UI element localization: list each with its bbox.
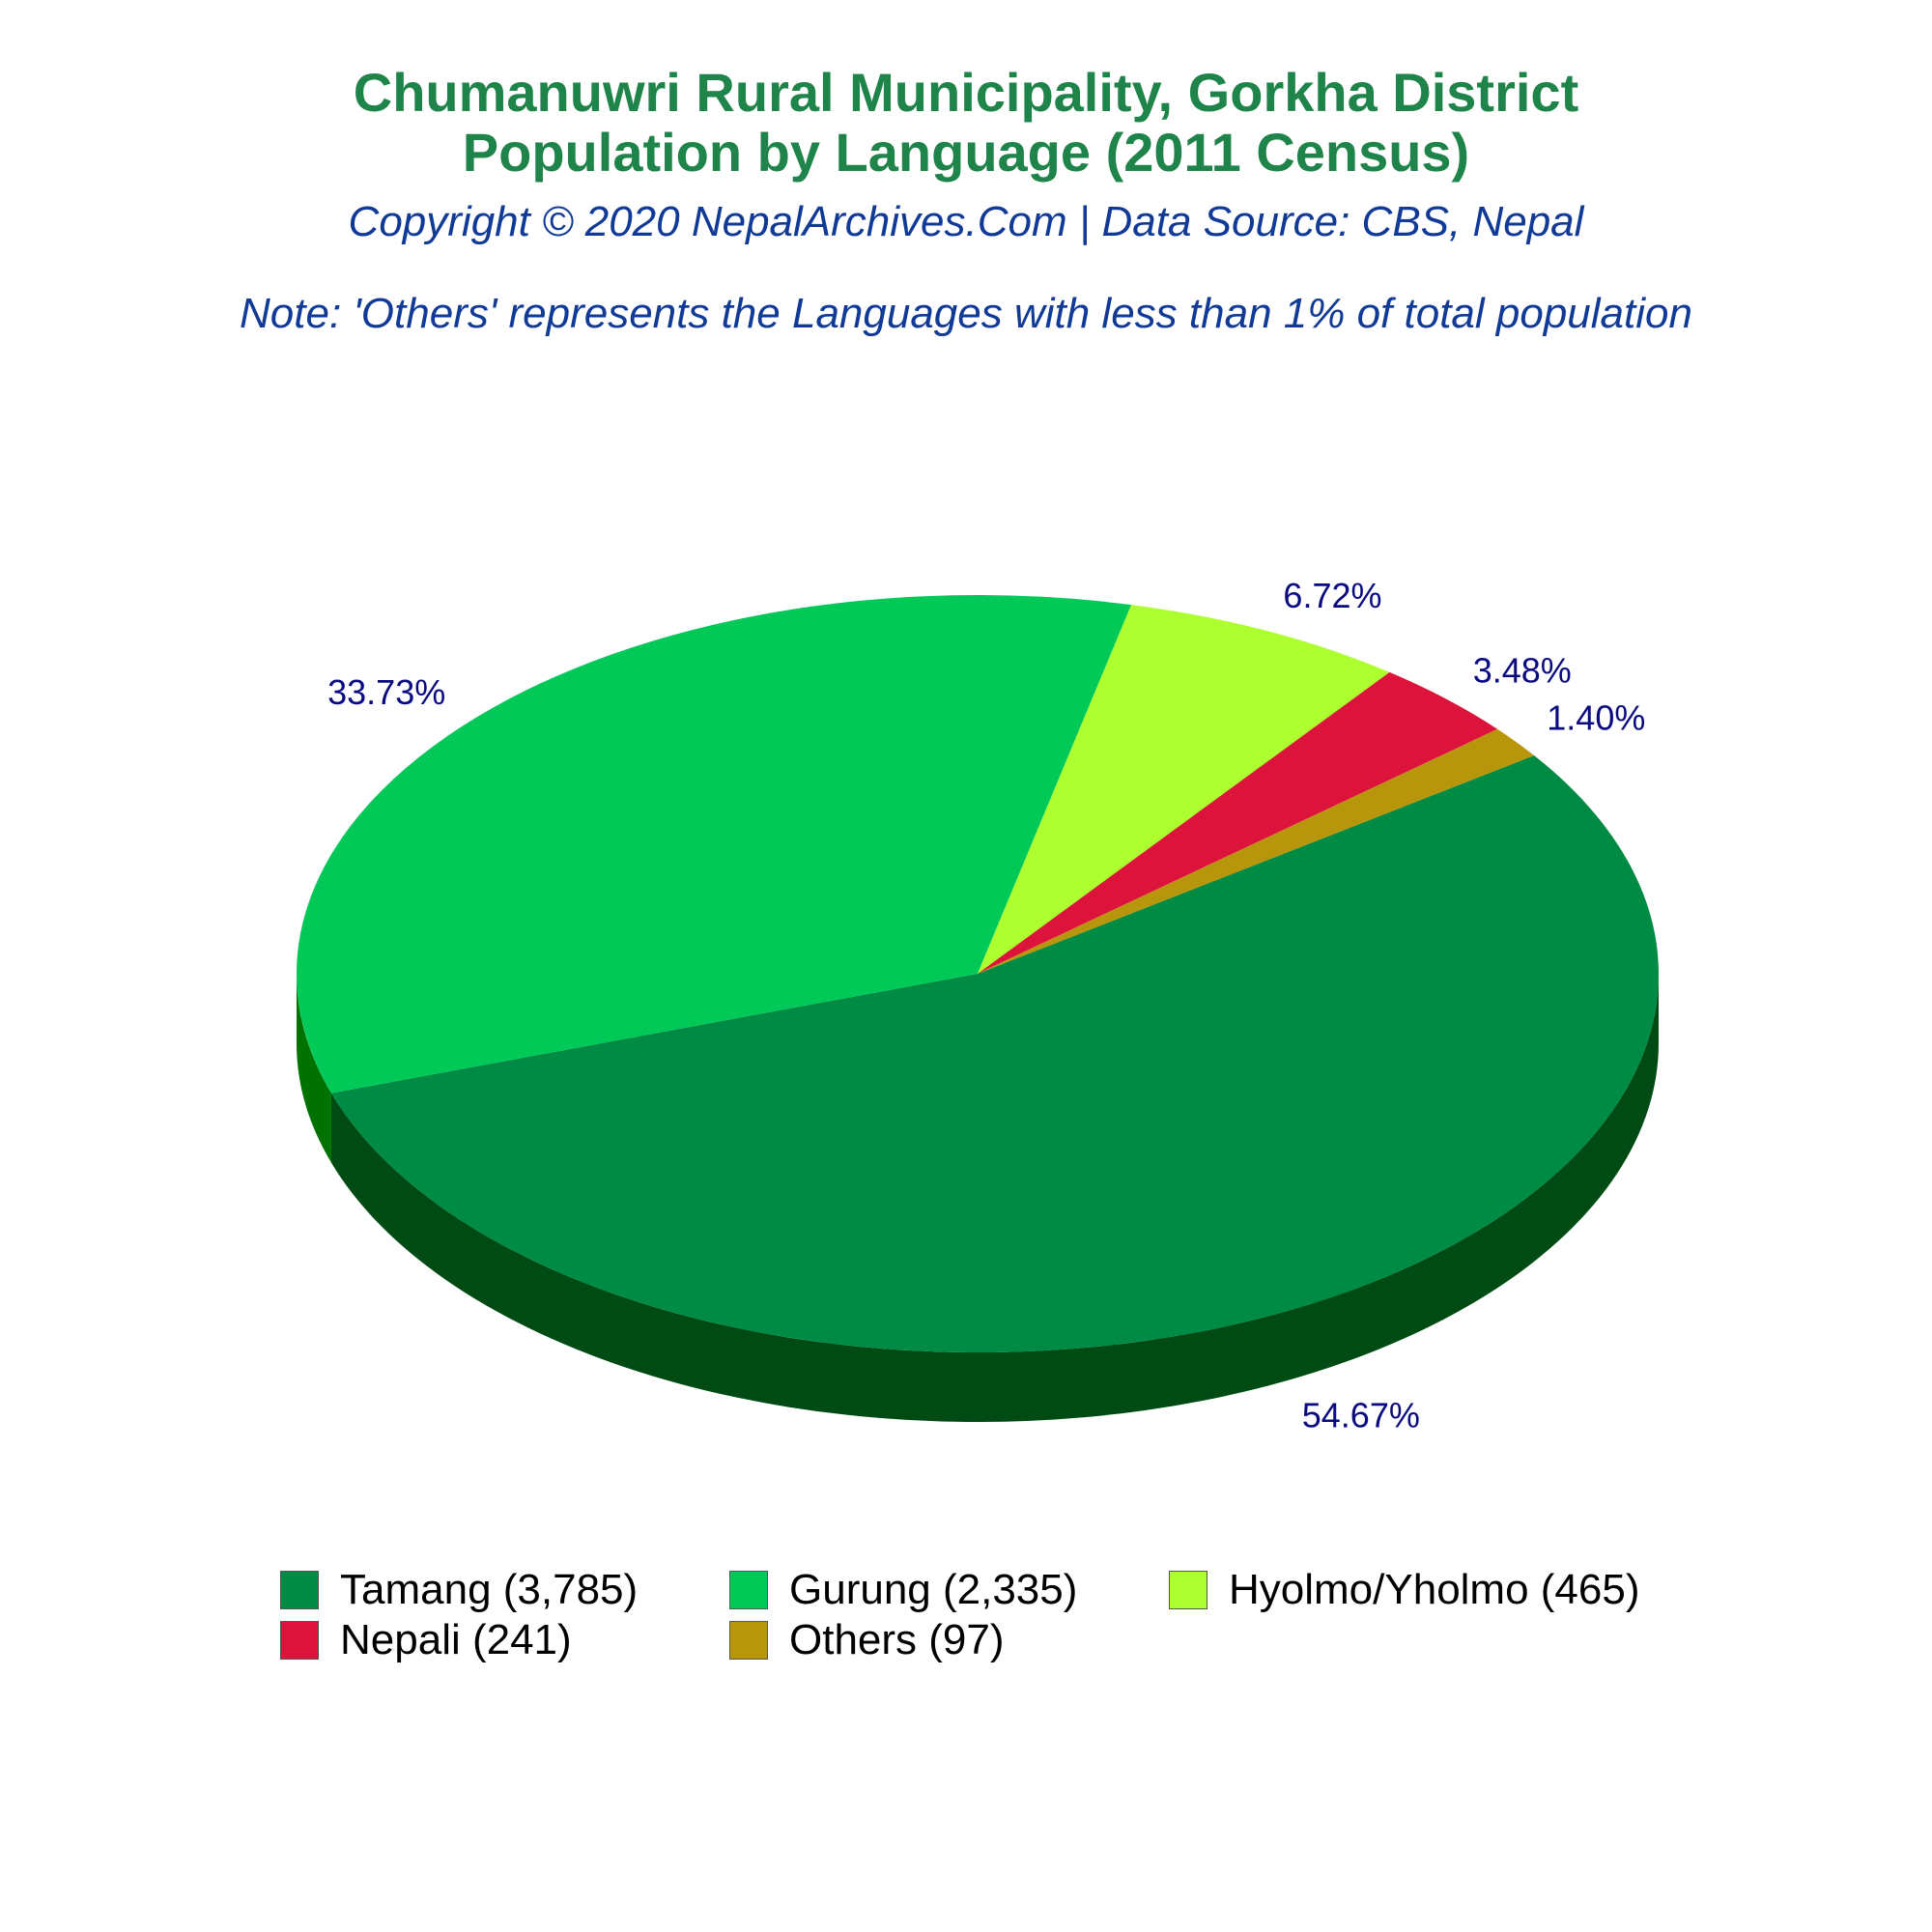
copyright-subtitle: Copyright © 2020 NepalArchives.Com | Dat… [348,198,1584,245]
percent-label: 33.73% [327,672,445,712]
pie-top [297,595,1659,1352]
chart-title-line-2: Population by Language (2011 Census) [462,122,1470,183]
legend-swatch [280,1571,319,1609]
percent-label: 6.72% [1283,576,1381,615]
note-subtitle: Note: 'Others' represents the Languages … [240,290,1692,337]
pie-slice-nepali [978,671,1498,974]
pie-slice-tamang [330,755,1659,1352]
pie-side-tamang [330,974,1659,1422]
legend-label: Others (97) [789,1616,1005,1663]
chart-title-line-1: Chumanuwri Rural Municipality, Gorkha Di… [353,62,1579,123]
legend-swatch [729,1571,768,1609]
pie-side-gurung [297,974,331,1163]
legend-label: Nepali (241) [340,1616,572,1663]
percent-label: 1.40% [1547,698,1645,738]
percent-label: 54.67% [1302,1396,1420,1435]
pie-slice-hyolmo-yholmo [978,605,1390,974]
percent-labels: 54.67% 33.73% 6.72% 3.48% 1.40% [327,576,1645,1435]
legend-label: Gurung (2,335) [789,1566,1078,1613]
legend-swatch [729,1621,768,1660]
pie-slice-others [978,728,1535,974]
percent-label: 3.48% [1473,651,1572,691]
legend-label: Hyolmo/Yholmo (465) [1229,1566,1640,1613]
pie-sides [297,974,1659,1422]
legend-swatch [280,1621,319,1660]
legend-swatch [1169,1571,1208,1609]
pie-slice-gurung [297,595,1132,1094]
legend-label: Tamang (3,785) [340,1566,639,1613]
